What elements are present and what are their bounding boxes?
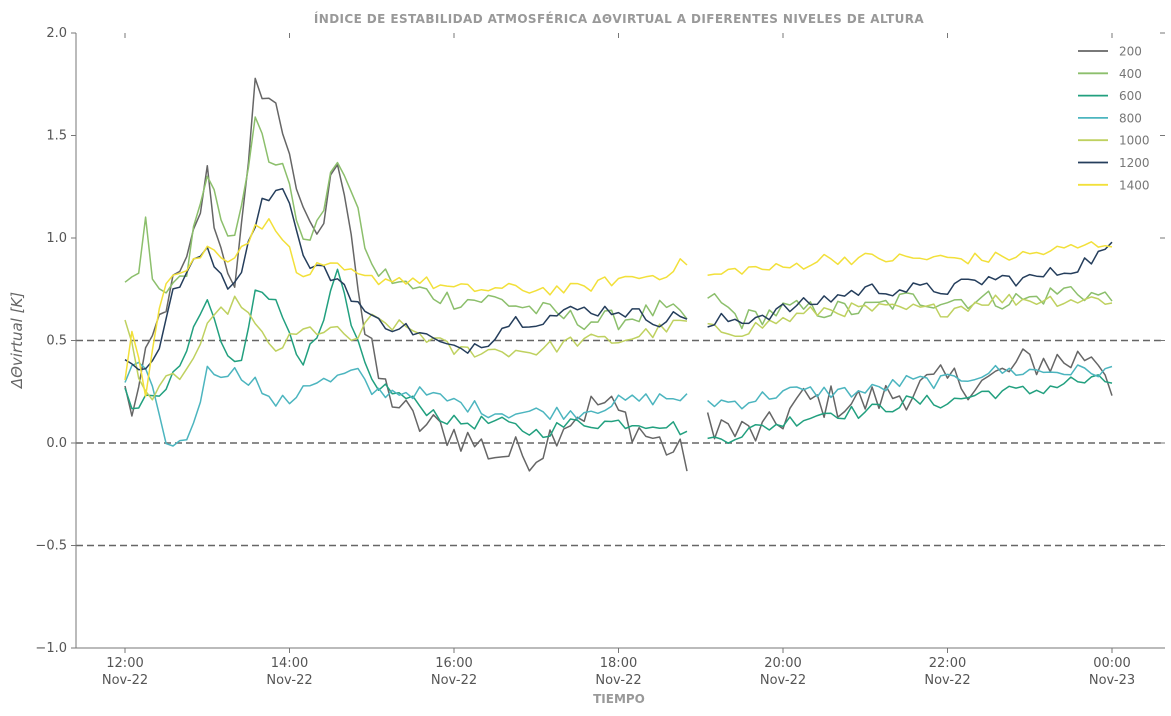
series-line-1400 [707,241,1113,276]
legend-entry-1000: 1000 [1119,134,1150,148]
series-line-800 [707,364,1113,410]
x-tick-label-date: Nov-22 [924,673,970,688]
x-tick-label-time: 18:00 [600,656,637,671]
series-line-800 [124,361,688,447]
y-axis-label: ΔΘvirtual [K] [8,292,26,389]
x-tick-label-time: 12:00 [106,656,143,671]
x-tick-label-time: 22:00 [929,656,966,671]
series-line-1000 [707,293,1113,338]
series-line-1200 [124,187,688,371]
x-tick-label-time: 16:00 [435,656,472,671]
x-tick-label-date: Nov-22 [102,673,148,688]
y-tick-label: 2.0 [46,26,67,41]
y-tick-label: −1.0 [35,641,67,656]
x-tick-label-date: Nov-23 [1089,673,1135,688]
x-tick-label-date: Nov-22 [431,673,477,688]
series-line-1000 [124,295,688,401]
x-tick-label-date: Nov-22 [760,673,806,688]
series-line-1200 [707,241,1113,328]
x-tick-label-time: 14:00 [271,656,308,671]
series-line-400 [124,116,688,331]
reference-lines [76,339,1165,547]
y-tick-label: 0.5 [46,334,67,349]
x-tick-label-date: Nov-22 [266,673,312,688]
series-line-1400 [124,218,688,398]
tick-labels: −1.0 −0.5 0.0 0.5 1.0 1.5 2.0 12:00 Nov-22 14:00 N… [35,26,1165,688]
series-line-400 [707,285,1113,330]
x-tick-label-date: Nov-22 [595,673,641,688]
series-line-600 [707,374,1113,444]
y-tick-label: 0.0 [46,436,67,451]
series-lines [124,77,1113,472]
x-axis-label: TIEMPO [593,692,645,706]
y-tick-label: −0.5 [35,539,67,554]
x-tick-label-time: 20:00 [764,656,801,671]
legend-entry-1400: 1400 [1119,178,1150,192]
legend-entry-600: 600 [1119,89,1142,103]
series-line-200 [124,77,688,472]
legend: 200 400 600 800 1000 1200 1400 [1078,45,1150,192]
chart-title: ÍNDICE DE ESTABILIDAD ATMOSFÉRICA ΔΘVIRT… [314,11,925,26]
y-tick-label: 1.0 [46,231,67,246]
series-line-200 [706,348,1113,442]
legend-entry-200: 200 [1119,45,1142,59]
legend-entry-1200: 1200 [1119,156,1150,170]
x-tick-label-time: 00:00 [1093,656,1130,671]
y-tick-label: 1.5 [46,129,67,144]
legend-entry-400: 400 [1119,67,1142,81]
legend-entry-800: 800 [1119,111,1142,125]
series-line-600 [124,268,688,439]
